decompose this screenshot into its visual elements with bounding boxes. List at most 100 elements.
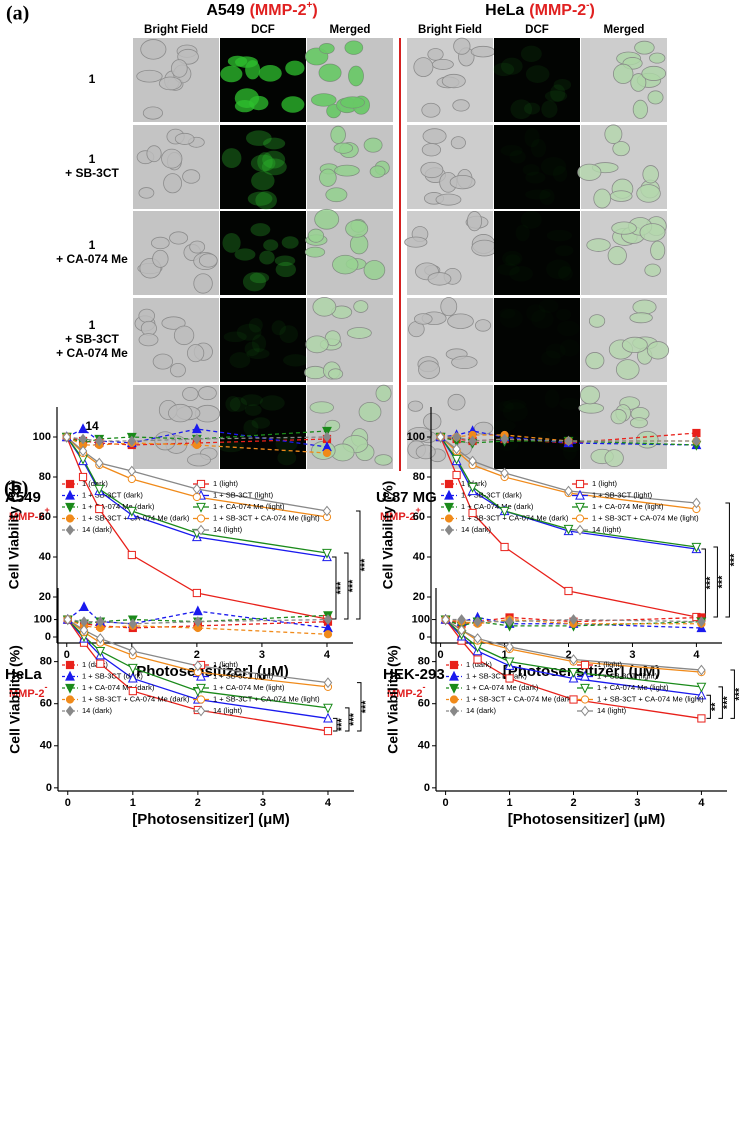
y-tick-label: 60 — [413, 511, 425, 523]
cell-signal — [363, 260, 385, 280]
legend-marker — [65, 660, 75, 670]
series-line — [439, 436, 697, 618]
y-tick-label: 80 — [39, 471, 51, 483]
cell — [274, 255, 296, 267]
cell — [244, 404, 262, 416]
cell-signal — [589, 315, 604, 328]
cell — [634, 40, 655, 55]
cell — [450, 136, 466, 150]
cell — [174, 132, 195, 145]
chart-subtitle: MMP-2- — [9, 682, 47, 700]
cell — [526, 304, 546, 322]
cell — [500, 145, 522, 156]
marker — [193, 660, 203, 672]
cell — [332, 254, 359, 275]
cell — [281, 236, 299, 249]
legend-label: 14 (dark) — [82, 525, 113, 534]
micrograph — [220, 385, 306, 469]
cell — [630, 73, 647, 92]
cell — [173, 325, 195, 346]
legend-marker — [575, 479, 585, 489]
row-label: 1 — [89, 318, 96, 332]
legend-label: 1 + SB-3CT (dark) — [461, 490, 522, 499]
marker — [473, 655, 482, 664]
cell — [427, 272, 452, 286]
cell — [493, 62, 515, 77]
cell-signal — [334, 165, 360, 177]
legend-label: 1 + SB-3CT + CA-074 Me (dark) — [82, 694, 190, 703]
cell — [259, 250, 275, 265]
y-axis-title: Cell Viability (%) — [6, 481, 22, 590]
row-label: + CA-074 Me — [56, 346, 128, 360]
cell-signal — [304, 366, 326, 379]
cell — [189, 240, 206, 254]
legend-label: 1 + SB-3CT (light) — [597, 671, 658, 680]
marker — [78, 445, 88, 457]
significance-bracket — [331, 556, 337, 620]
group-title-part: (MMP-2 — [250, 2, 307, 19]
cell — [353, 300, 369, 313]
legend-marker — [196, 502, 206, 513]
cell-signal — [350, 234, 368, 254]
x-tick-label: 3 — [260, 797, 266, 809]
x-axis-title: [Photosensitizer] (μM) — [132, 811, 290, 828]
cell — [607, 246, 627, 266]
marker — [436, 431, 445, 443]
subtitle-sign: - — [422, 682, 425, 692]
cell — [263, 239, 279, 251]
chart-subtitle: MMP-2+ — [9, 505, 50, 523]
cell-signal — [641, 66, 666, 81]
chart-subtitle: MMP-2+ — [380, 505, 421, 523]
cell — [647, 90, 664, 105]
legend-marker — [449, 695, 459, 704]
cell — [516, 225, 530, 242]
cell-signal — [649, 53, 665, 64]
marker — [191, 423, 202, 434]
legend-marker — [575, 502, 585, 513]
significance-label: ** — [709, 702, 721, 711]
chart-title: HeLa — [5, 666, 42, 683]
cell-signal — [613, 64, 634, 84]
subtitle-text: MMP-2 — [9, 688, 44, 700]
cell — [263, 137, 286, 150]
x-tick-label: 4 — [698, 797, 705, 809]
marker — [95, 435, 104, 447]
cell-signal — [331, 443, 355, 461]
marker — [697, 664, 706, 676]
cell — [198, 386, 217, 401]
cell — [246, 348, 270, 360]
legend-label: 14 (light) — [213, 706, 243, 715]
cell — [235, 56, 258, 68]
y-tick-label: 40 — [418, 740, 430, 752]
marker — [323, 726, 333, 736]
cell-signal — [587, 239, 611, 252]
cell — [319, 168, 337, 187]
significance-bracket — [344, 707, 350, 732]
marker — [192, 433, 202, 445]
cell — [641, 65, 667, 81]
cell-signal — [325, 330, 341, 346]
cell — [503, 399, 526, 410]
cell — [474, 421, 494, 435]
legend-marker — [196, 479, 206, 489]
cell — [421, 102, 441, 118]
cell-signal — [645, 264, 661, 276]
legend-label: 1 + CA-074 Me (dark) — [82, 502, 155, 511]
y-tick-label: 20 — [39, 591, 51, 603]
series-line — [440, 436, 697, 442]
cell — [500, 57, 523, 75]
marker — [322, 505, 332, 517]
cell — [553, 78, 572, 91]
cell-signal — [331, 305, 352, 319]
row-label: 1 — [89, 152, 96, 166]
marker — [96, 616, 105, 628]
legend-label: 1 + SB-3CT (light) — [213, 671, 274, 680]
y-tick-label: 20 — [413, 591, 425, 603]
y-tick-label: 40 — [39, 551, 51, 563]
significance-label: *** — [335, 581, 347, 595]
chart: A549MMP-2+02040608010001234[Photosensiti… — [5, 407, 371, 680]
cell-signal — [314, 209, 339, 230]
cell — [363, 137, 383, 153]
series-line — [440, 430, 697, 446]
